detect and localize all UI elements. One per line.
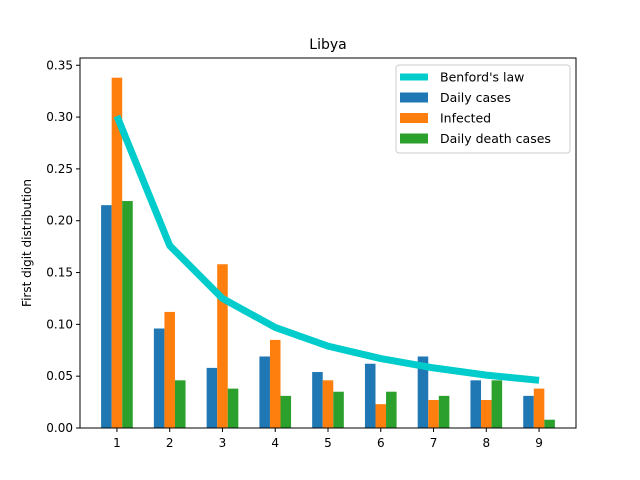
bar-daily-death-cases-5 [333,391,344,428]
bar-daily-cases-2 [153,328,165,428]
y-axis-label: First digit distribution [20,179,34,307]
bar-daily-cases-5 [312,372,323,428]
bar-infected-5 [322,380,334,428]
bar-daily-cases-6 [364,363,376,428]
x-tick-label: 2 [166,436,174,450]
legend-swatch-patch [400,92,428,103]
bar-infected-4 [269,339,281,428]
legend-swatch-patch [400,133,428,144]
bars-group [101,77,555,428]
y-tick-label: 0.15 [46,266,73,280]
bar-daily-death-cases-6 [386,391,397,428]
bar-infected-9 [533,388,545,428]
bar-daily-death-cases-9 [544,419,555,428]
bar-infected-3 [217,264,228,428]
legend-label: Daily cases [440,90,511,105]
bar-daily-death-cases-3 [227,388,239,428]
benford-line [113,114,540,384]
x-tick-label: 5 [324,436,332,450]
x-tick-label: 1 [113,436,121,450]
legend-swatch-patch [400,113,428,123]
y-tick-label: 0.05 [46,369,73,383]
y-axis: 0.00 0.05 0.10 0.15 0.20 0.25 0.30 0.35 [46,58,80,435]
legend: Benford's law Daily cases Infected Daily de… [395,64,571,154]
bar-daily-cases-7 [417,356,429,428]
x-tick-label: 6 [377,436,385,450]
bar-infected-8 [481,400,492,428]
bar-daily-cases-3 [206,367,218,428]
bar-infected-1 [111,77,123,428]
bar-daily-cases-8 [470,380,482,428]
bar-daily-death-cases-4 [280,395,292,428]
bar-daily-death-cases-7 [438,395,450,428]
y-tick-label: 0.20 [46,214,73,228]
bar-daily-death-cases-8 [491,380,503,428]
bar-daily-cases-9 [523,395,534,428]
x-axis: 1 2 3 4 5 6 7 8 9 [113,428,543,450]
bar-infected-2 [164,311,175,428]
y-tick-label: 0.00 [46,421,73,435]
legend-label: Daily death cases [440,131,551,146]
x-tick-label: 4 [271,436,279,450]
bar-daily-death-cases-2 [174,380,186,428]
y-tick-label: 0.30 [46,110,73,124]
chart-title: Libya [309,37,346,53]
benford-line-group [113,114,540,384]
y-tick-label: 0.35 [46,58,73,72]
y-tick-label: 0.10 [46,317,73,331]
legend-label: Infected [440,111,491,126]
x-tick-label: 9 [535,436,543,450]
x-tick-label: 8 [482,436,490,450]
legend-box [395,64,571,154]
x-tick-label: 7 [430,436,438,450]
bar-infected-6 [375,404,387,428]
bar-daily-cases-1 [101,205,112,428]
bar-daily-death-cases-1 [122,201,133,428]
bar-daily-cases-4 [259,356,270,428]
y-tick-label: 0.25 [46,162,73,176]
x-tick-label: 3 [219,436,227,450]
legend-label: Benford's law [440,70,524,85]
bar-infected-7 [428,400,439,428]
